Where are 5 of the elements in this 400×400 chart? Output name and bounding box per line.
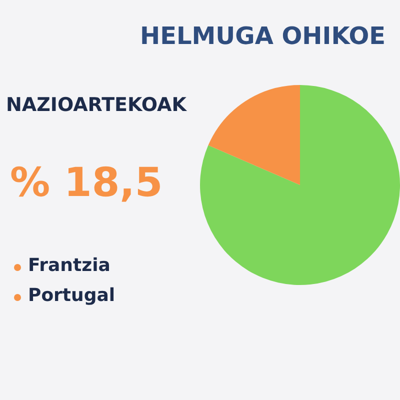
slice-label: NAZIOARTEKOAK xyxy=(6,94,186,116)
text: % 18,5 xyxy=(10,160,163,206)
chart-title: HELMUGA OHIKOE xyxy=(140,22,386,50)
text: Portugal xyxy=(28,285,116,306)
text: Frantzia xyxy=(28,255,110,276)
